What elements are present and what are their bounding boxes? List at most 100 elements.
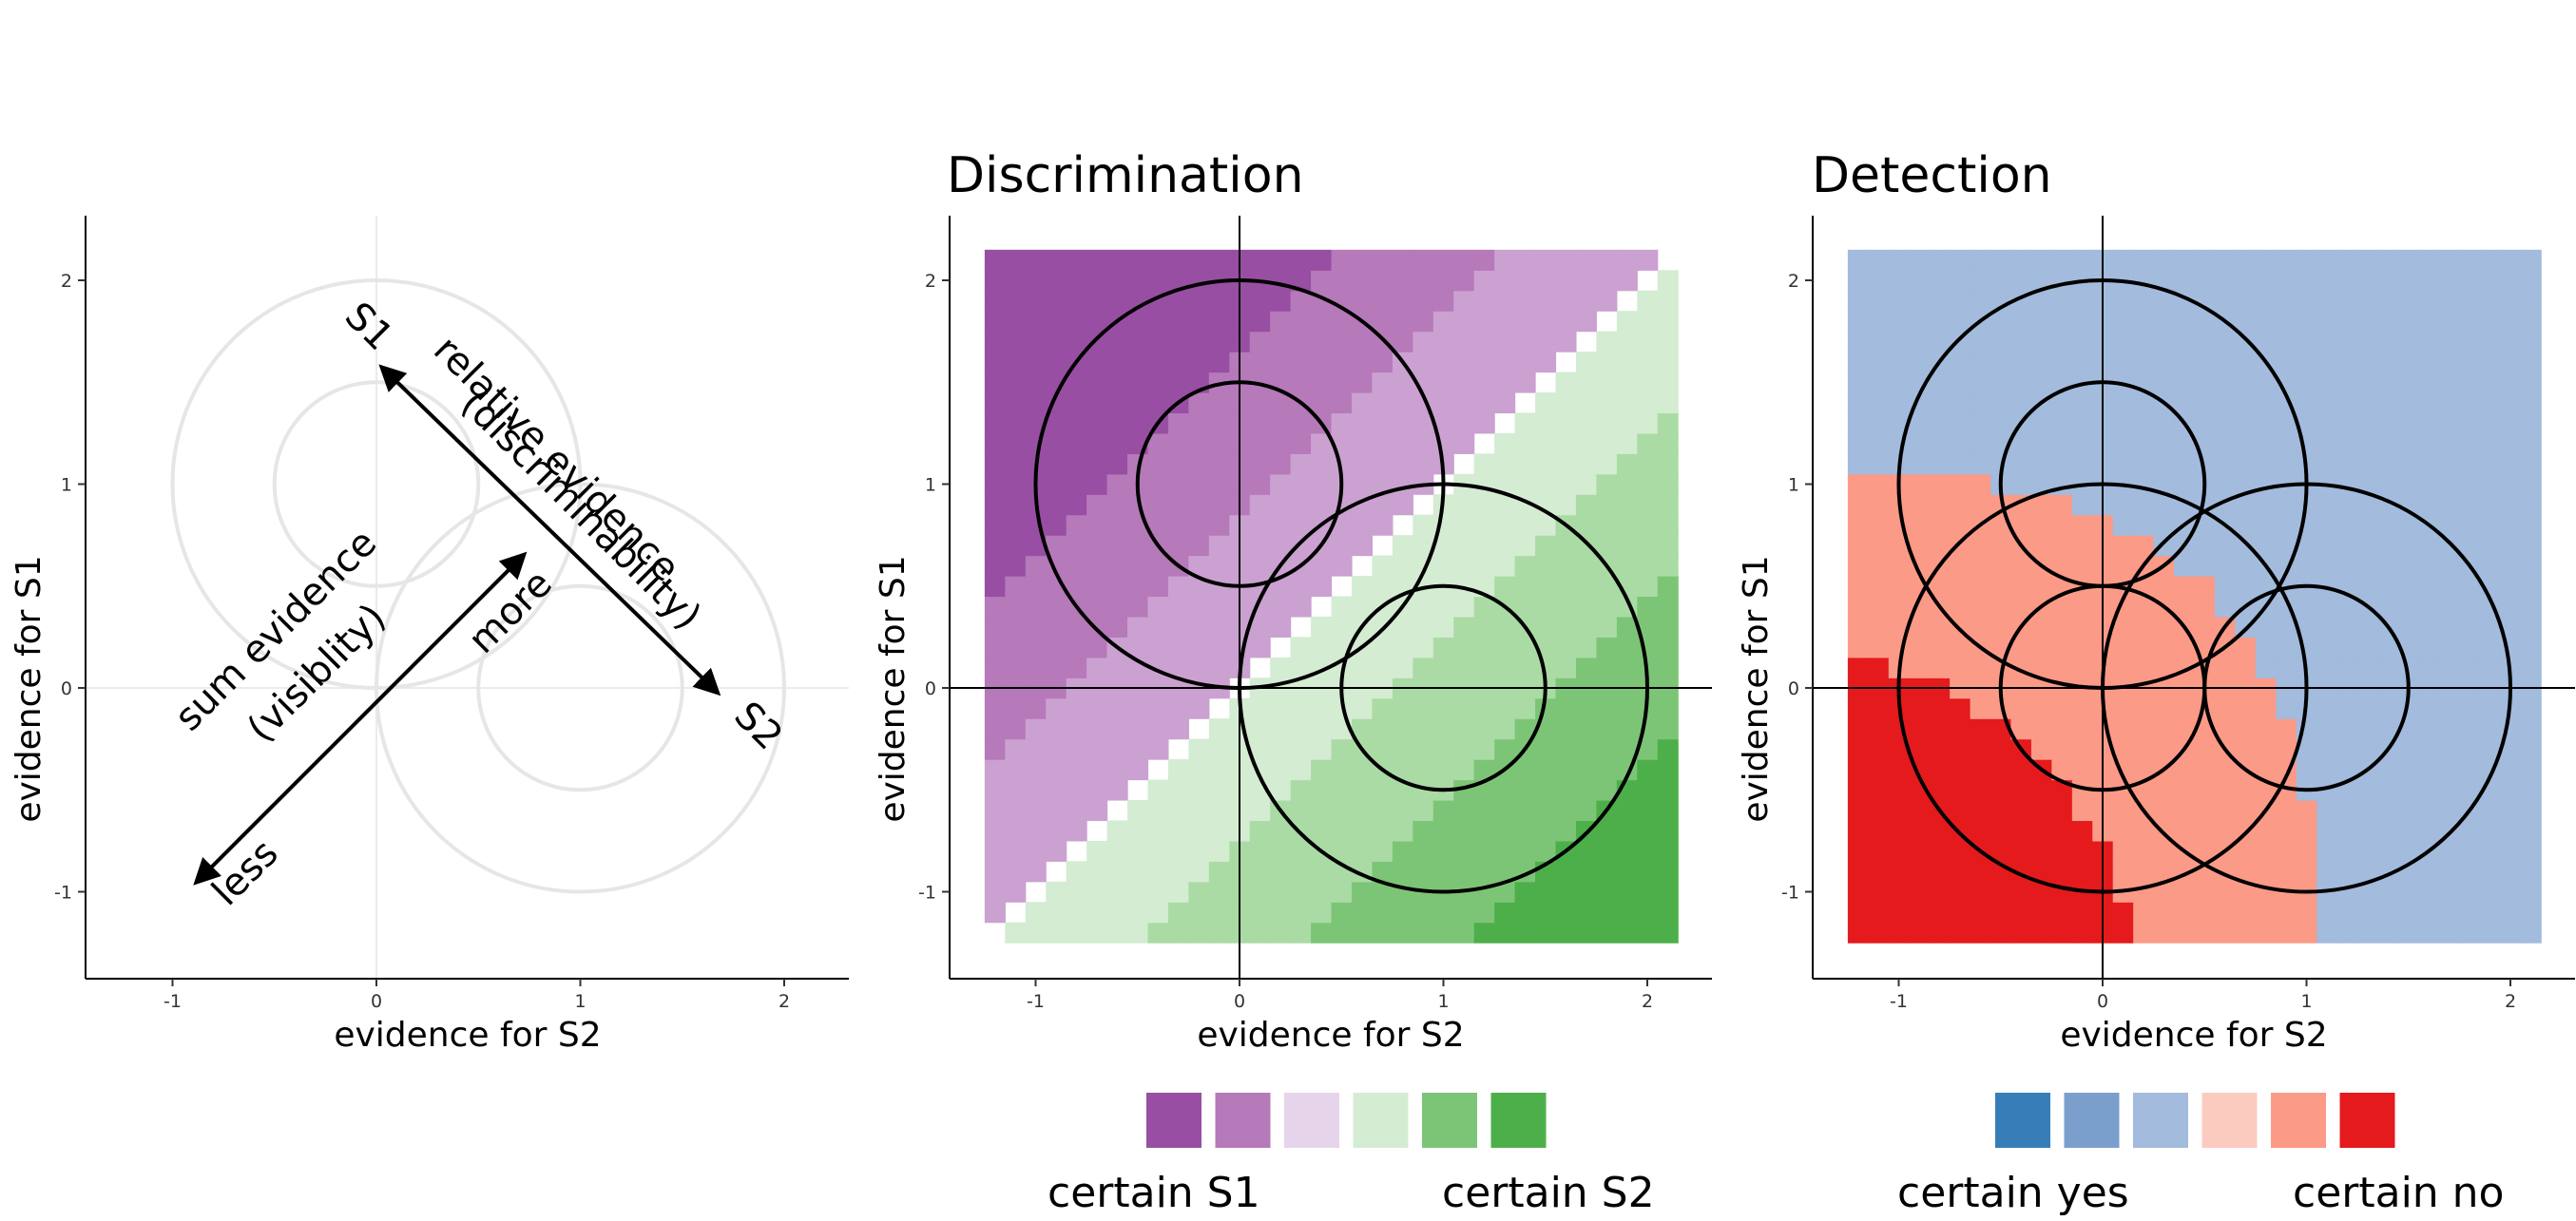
heat-cell: [1331, 779, 1353, 801]
heat-cell: [2276, 535, 2297, 557]
heat-cell: [2398, 352, 2420, 373]
heat-cell: [1909, 453, 1931, 475]
heat-cell: [1575, 352, 1597, 373]
heat-cell: [1473, 290, 1495, 312]
heat-cell: [1127, 922, 1149, 944]
heat-cell: [1657, 432, 1679, 454]
heat-cell: [2500, 861, 2522, 883]
heat-cell: [1453, 596, 1475, 618]
heat-cell: [1432, 596, 1454, 618]
heat-cell: [1535, 391, 1557, 414]
heat-cell: [2112, 352, 2134, 373]
heat-cell: [2071, 657, 2093, 678]
heat-cell: [1950, 270, 1971, 292]
heat-cell: [1249, 311, 1271, 333]
heat-cell: [2479, 270, 2501, 292]
heat-cell: [1432, 391, 1454, 414]
heat-cell: [1575, 922, 1597, 944]
heat-cell: [1005, 657, 1027, 678]
heat-cell: [2377, 432, 2399, 454]
heat-cell: [2255, 290, 2277, 312]
heat-cell: [2214, 596, 2237, 618]
heat-cell: [1351, 391, 1374, 414]
x-tick-label: -1: [1027, 991, 1045, 1012]
heat-cell: [1290, 352, 1312, 373]
heat-cell: [2520, 861, 2542, 883]
heat-cell: [1208, 412, 1230, 434]
heat-cell: [1106, 759, 1128, 781]
heat-cell: [1990, 596, 2012, 618]
heat-cell: [2194, 616, 2216, 638]
heat-cell: [2030, 352, 2052, 373]
heat-cell: [2235, 473, 2257, 495]
heat-cell: [984, 657, 1006, 678]
heat-cell: [1066, 902, 1087, 924]
heat-cell: [1249, 249, 1271, 271]
heat-cell: [1575, 576, 1597, 598]
x-axis-label-mid: evidence for S2: [1197, 1016, 1464, 1055]
heat-cell: [1990, 372, 2012, 393]
heat-cell: [1392, 657, 1413, 678]
x-tick-label: 0: [1234, 991, 1245, 1012]
heat-cell: [2398, 270, 2420, 292]
heat-cell: [2071, 412, 2093, 434]
heat-cell: [2051, 820, 2073, 842]
heat-cell: [1331, 331, 1353, 353]
y-tick-label: 2: [925, 271, 936, 292]
heat-cell: [1575, 902, 1597, 924]
heat-cell: [1950, 861, 1971, 883]
heat-cell: [1249, 616, 1271, 638]
heat-cell: [1453, 738, 1475, 760]
heat-cell: [1909, 697, 1931, 719]
heat-cell: [2377, 820, 2399, 842]
heat-cell: [1909, 514, 1931, 536]
heat-cell: [1249, 718, 1271, 740]
heat-cell: [984, 779, 1006, 801]
legend-swatch: [1995, 1093, 2050, 1148]
heat-cell: [1970, 759, 1991, 781]
heat-cell: [1432, 616, 1454, 638]
heat-cell: [2438, 922, 2460, 944]
heat-cell: [2276, 432, 2297, 454]
heat-cell: [2316, 697, 2338, 719]
heat-cell: [2459, 576, 2481, 598]
heat-cell: [1127, 352, 1149, 373]
heat-cell: [2235, 311, 2257, 333]
legend-swatch: [1146, 1093, 1201, 1148]
heat-cell: [2438, 861, 2460, 883]
heat-cell: [1086, 596, 1108, 618]
heat-cell: [2459, 861, 2481, 883]
heat-cell: [1372, 473, 1394, 495]
heat-cell: [2377, 902, 2399, 924]
heat-cell: [2051, 596, 2073, 618]
heat-cell: [1596, 616, 1618, 638]
heat-cell: [1616, 453, 1638, 475]
heat-cell: [1046, 616, 1067, 638]
heat-cell: [1950, 514, 1971, 536]
heat-cell: [1514, 718, 1536, 740]
heat-cell: [1868, 799, 1890, 822]
heat-cell: [1066, 372, 1087, 393]
heat-cell: [1167, 922, 1189, 944]
heat-cell: [1290, 922, 1312, 944]
heat-cell: [1868, 576, 1890, 598]
heat-cell: [2398, 453, 2420, 475]
heat-cell: [1147, 697, 1169, 719]
heat-cell: [1290, 576, 1312, 598]
heat-cell: [1657, 616, 1679, 638]
heat-cell: [1432, 657, 1454, 678]
heat-cell: [1351, 902, 1374, 924]
heat-cell: [2336, 412, 2358, 434]
heat-cell: [1637, 311, 1659, 333]
heat-cell: [2296, 820, 2317, 842]
heat-cell: [1868, 738, 1890, 760]
heat-cell: [1188, 840, 1210, 862]
heat-cell: [2357, 290, 2379, 312]
heat-cell: [1066, 759, 1087, 781]
heat-cell: [1311, 473, 1333, 495]
heat-cell: [1637, 840, 1659, 862]
heat-cell: [984, 840, 1006, 862]
heat-cell: [2357, 840, 2379, 862]
heat-cell: [1106, 453, 1128, 475]
